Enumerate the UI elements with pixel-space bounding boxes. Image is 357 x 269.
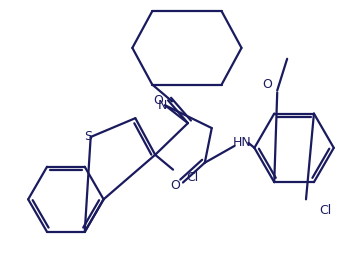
Text: N: N [157, 99, 167, 112]
Text: O: O [262, 78, 272, 91]
Text: S: S [84, 130, 92, 143]
Text: HN: HN [233, 136, 252, 149]
Text: Cl: Cl [319, 204, 331, 217]
Text: O: O [153, 94, 163, 107]
Text: O: O [170, 179, 180, 192]
Text: Cl: Cl [186, 171, 198, 184]
